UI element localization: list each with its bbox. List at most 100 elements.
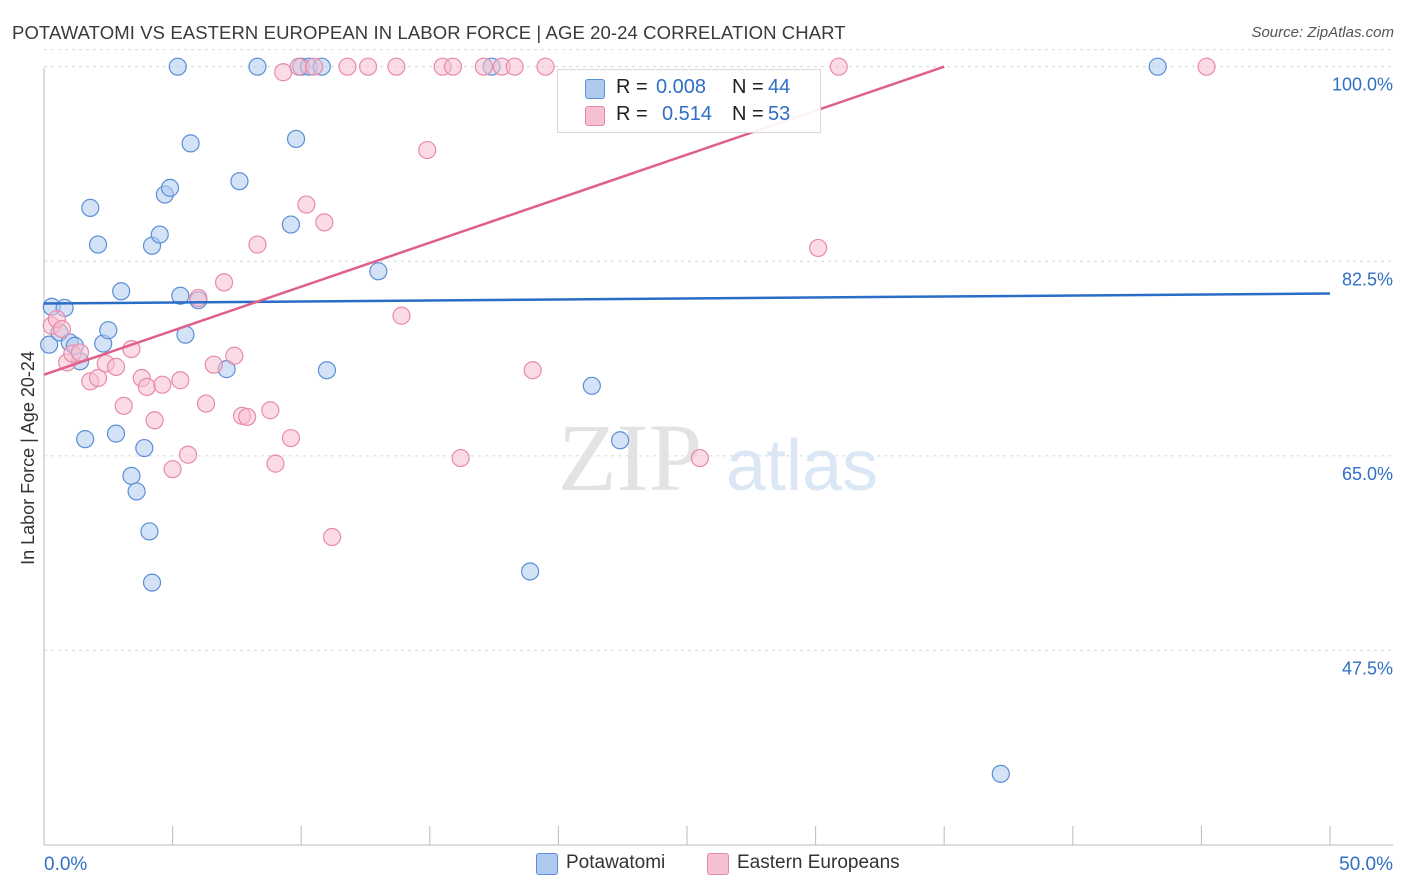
potawatomi-point[interactable] <box>991 764 1010 783</box>
potawatomi-point[interactable] <box>135 438 154 458</box>
potawatomi-point[interactable] <box>521 562 540 581</box>
legend-swatch-pink <box>707 853 729 875</box>
y-tick-label: 65.0% <box>1342 464 1393 484</box>
potawatomi-point[interactable] <box>230 172 249 191</box>
potawatomi-point[interactable] <box>140 522 159 541</box>
eastern-europeans-point[interactable] <box>289 57 308 76</box>
eastern-europeans-point[interactable] <box>266 454 285 473</box>
eastern-europeans-point[interactable] <box>451 448 470 468</box>
eastern-europeans-point[interactable] <box>829 57 848 76</box>
axis-layer <box>43 68 1393 846</box>
eastern-europeans-point[interactable] <box>204 355 223 374</box>
potawatomi-point[interactable] <box>1148 57 1167 76</box>
eastern-europeans-point[interactable] <box>523 361 542 380</box>
y-tick-label: 100.0% <box>1332 75 1393 95</box>
eastern-europeans-point[interactable] <box>536 57 555 76</box>
legend-n-label: N = <box>732 103 764 125</box>
potawatomi-point[interactable] <box>106 424 126 443</box>
potawatomi-point[interactable] <box>40 335 59 354</box>
eastern-europeans-point[interactable] <box>358 57 378 76</box>
potawatomi-point[interactable] <box>582 376 601 395</box>
legend-n-value: 44 <box>768 76 791 98</box>
eastern-europeans-point[interactable] <box>145 411 164 430</box>
eastern-europeans-point[interactable] <box>392 306 411 325</box>
eastern-europeans-point[interactable] <box>137 377 156 397</box>
stats-legend: R = 0.008 N = 44 R = 0.514 N = 53 <box>557 69 821 133</box>
legend-swatch-blue <box>585 79 605 99</box>
potawatomi-point[interactable] <box>168 57 187 76</box>
eastern-europeans-point[interactable] <box>70 343 90 362</box>
potawatomi-point[interactable] <box>81 198 100 217</box>
potawatomi-trend-line <box>43 292 1331 305</box>
watermark-atlas: atlas <box>726 426 878 506</box>
eastern-europeans-point[interactable] <box>214 273 234 292</box>
potawatomi-point[interactable] <box>150 225 169 244</box>
legend-n-label: N = <box>732 76 764 98</box>
eastern-europeans-point[interactable] <box>261 401 280 420</box>
eastern-europeans-point[interactable] <box>274 63 293 82</box>
eastern-europeans-point[interactable] <box>281 428 301 448</box>
chart-title: POTAWATOMI VS EASTERN EUROPEAN IN LABOR … <box>12 22 846 43</box>
legend-label-potawatomi: Potawatomi <box>566 852 666 873</box>
potawatomi-point[interactable] <box>127 482 146 501</box>
eastern-europeans-point[interactable] <box>315 213 334 232</box>
eastern-europeans-point[interactable] <box>114 396 133 415</box>
eastern-europeans-point[interactable] <box>322 527 342 547</box>
eastern-europeans-point[interactable] <box>163 460 182 479</box>
y-tick-label: 47.5% <box>1342 658 1393 678</box>
potawatomi-point[interactable] <box>181 134 200 153</box>
eastern-europeans-point[interactable] <box>418 140 437 160</box>
potawatomi-point[interactable] <box>88 235 108 254</box>
potawatomi-point[interactable] <box>171 286 190 305</box>
eastern-europeans-point[interactable] <box>171 371 190 390</box>
potawatomi-point[interactable] <box>112 282 131 301</box>
legend-swatch-blue <box>536 853 558 875</box>
eastern-europeans-point[interactable] <box>88 368 108 388</box>
source-label: Source: ZipAtlas.com <box>1251 24 1394 41</box>
potawatomi-point[interactable] <box>611 431 630 450</box>
potawatomi-point[interactable] <box>99 321 118 340</box>
potawatomi-point[interactable] <box>160 178 180 197</box>
watermark-zip: ZIP <box>558 404 702 511</box>
eastern-europeans-point[interactable] <box>474 57 493 76</box>
eastern-europeans-point[interactable] <box>52 319 72 339</box>
eastern-europeans-point[interactable] <box>196 394 216 413</box>
eastern-europeans-point[interactable] <box>387 57 406 76</box>
eastern-europeans-point[interactable] <box>690 448 709 468</box>
potawatomi-point[interactable] <box>122 466 141 485</box>
eastern-europeans-point[interactable] <box>122 339 141 359</box>
eastern-europeans-point[interactable] <box>1197 57 1216 76</box>
potawatomi-point[interactable] <box>369 262 388 281</box>
eastern-europeans-point[interactable] <box>225 346 244 365</box>
legend-n-value: 53 <box>768 103 791 125</box>
eastern-europeans-point[interactable] <box>189 288 208 308</box>
eastern-europeans-point[interactable] <box>178 445 198 464</box>
eastern-europeans-point[interactable] <box>106 357 126 376</box>
grid-layer: 47.5% 65.0% 82.5% 100.0% <box>44 49 1393 678</box>
potawatomi-point[interactable] <box>142 573 162 592</box>
eastern-europeans-point[interactable] <box>153 375 172 394</box>
eastern-europeans-point[interactable] <box>248 235 267 254</box>
potawatomi-point[interactable] <box>248 57 267 76</box>
legend-r-label: R = <box>616 76 648 98</box>
watermark: ZIP atlas <box>558 404 878 511</box>
eastern-europeans-point[interactable] <box>238 407 257 427</box>
eastern-europeans-point[interactable] <box>505 57 524 76</box>
x-tick-label-max: 50.0% <box>1339 854 1393 875</box>
eastern-europeans-point[interactable] <box>297 195 316 214</box>
potawatomi-point[interactable] <box>281 215 301 234</box>
y-tick-label: 82.5% <box>1342 269 1393 289</box>
potawatomi-point[interactable] <box>317 361 337 380</box>
eastern-europeans-point[interactable] <box>809 238 828 258</box>
potawatomi-point[interactable] <box>286 129 306 149</box>
eastern-europeans-point[interactable] <box>338 57 357 76</box>
legend-r-value: 0.008 <box>656 76 707 98</box>
legend-r-label: R = <box>616 103 648 125</box>
eastern-europeans-point[interactable] <box>304 57 324 76</box>
y-axis-label: In Labor Force | Age 20-24 <box>18 351 38 565</box>
eastern-europeans-point[interactable] <box>443 57 463 76</box>
legend-label-eastern-europeans: Eastern Europeans <box>737 852 900 873</box>
legend-r-value: 0.514 <box>662 103 713 125</box>
potawatomi-point[interactable] <box>76 430 95 449</box>
